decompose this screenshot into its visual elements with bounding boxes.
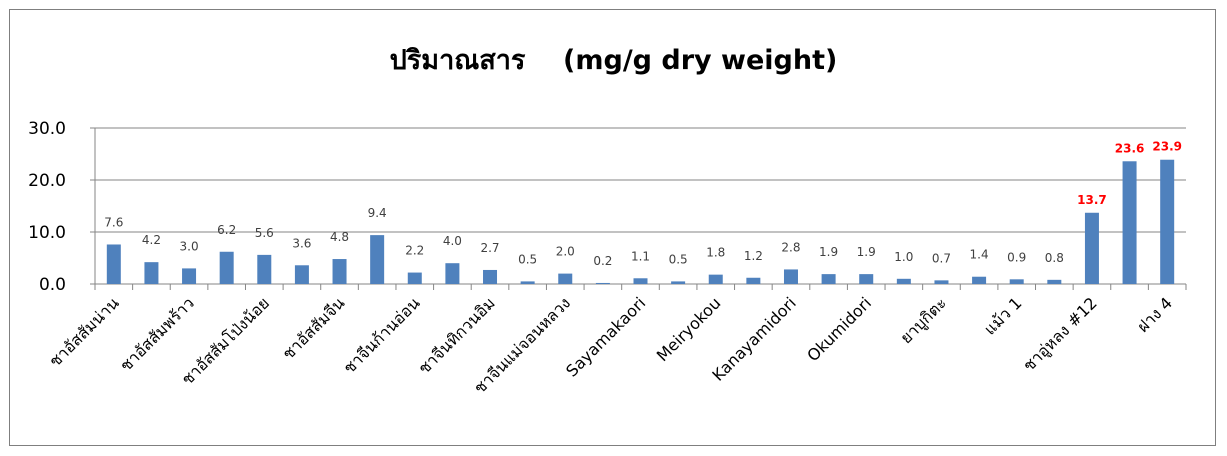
bar <box>370 235 385 284</box>
bar <box>520 281 535 284</box>
data-label: 1.9 <box>819 245 838 259</box>
data-label: 5.6 <box>255 226 274 240</box>
data-label: 1.8 <box>706 246 725 260</box>
data-label: 9.4 <box>368 206 387 220</box>
chart-title: ปริมาณสาร (mg/g dry weight) <box>389 45 838 76</box>
data-label: 23.6 <box>1115 141 1145 155</box>
data-label: 0.2 <box>593 254 612 268</box>
axes <box>90 127 1187 290</box>
bar <box>708 274 723 284</box>
data-label: 2.8 <box>781 240 800 254</box>
gridlines <box>95 127 1186 233</box>
data-label: 13.7 <box>1077 193 1107 207</box>
category-label: แม้ว 1 <box>980 293 1025 338</box>
y-tick-label: 10.0 <box>28 223 66 243</box>
category-label: ยาบูกิตะ <box>896 293 951 348</box>
data-label: 0.5 <box>669 252 688 266</box>
bar <box>144 262 159 284</box>
bar <box>859 274 874 284</box>
y-tick-label: 30.0 <box>28 119 66 139</box>
category-label: Sayamakaori <box>562 293 649 380</box>
bar <box>483 269 498 284</box>
bar <box>783 269 798 284</box>
category-label: ชาอัสสัมจีน <box>278 293 348 363</box>
category-label: ชาอัสสัมน่าน <box>45 293 122 370</box>
bar <box>746 277 761 284</box>
data-label: 4.8 <box>330 230 349 244</box>
bar <box>219 251 234 284</box>
category-label: ชาจีนทิกวนอิม <box>414 293 498 377</box>
data-label: 0.5 <box>518 252 537 266</box>
bar <box>182 268 197 284</box>
data-label: 1.0 <box>894 250 913 264</box>
data-label: 0.9 <box>1007 250 1026 264</box>
category-label: Okumidori <box>803 293 875 365</box>
data-label: 1.2 <box>744 249 763 263</box>
data-label: 0.7 <box>932 251 951 265</box>
data-label: 1.1 <box>631 249 650 263</box>
bar <box>332 259 347 284</box>
category-label: ชาจีนก้านอ่อน <box>340 293 424 377</box>
bar <box>106 244 121 284</box>
bar <box>445 263 460 284</box>
bar <box>896 278 911 284</box>
data-label: 2.2 <box>405 244 424 258</box>
bar <box>671 281 686 284</box>
data-label: 7.6 <box>104 215 123 229</box>
bar <box>257 254 272 284</box>
data-label: 3.0 <box>180 239 199 253</box>
data-labels: 7.6 4.2 3.0 6.2 5.6 3.6 4.8 9.4 2.2 4.0 2.7 0.5 2.0 0… <box>104 140 1182 268</box>
category-label: ชาอัสสัมพร้าว <box>116 293 198 375</box>
category-label: ชาอู่หลง #12 <box>1019 293 1101 375</box>
bar <box>1009 279 1024 284</box>
bar <box>407 272 422 284</box>
bar <box>633 278 648 284</box>
bar <box>1160 159 1175 284</box>
y-tick-label: 0.0 <box>39 275 66 295</box>
data-label: 2.0 <box>556 245 575 259</box>
data-label: 6.2 <box>217 223 236 237</box>
bar <box>821 274 836 284</box>
bars <box>106 159 1175 284</box>
bar <box>1047 279 1062 284</box>
category-label: Meiryokou <box>653 293 725 365</box>
bar <box>1084 212 1099 284</box>
data-label: 0.8 <box>1045 251 1064 265</box>
bar <box>934 280 949 284</box>
bar <box>1122 161 1137 284</box>
bar <box>972 276 987 284</box>
data-label: 4.0 <box>443 234 462 248</box>
category-label: ฝาง 4 <box>1133 293 1176 336</box>
chart-frame <box>9 9 1216 446</box>
data-label: 2.7 <box>480 241 499 255</box>
bar <box>595 282 610 284</box>
data-label: 4.2 <box>142 233 161 247</box>
y-tick-label: 20.0 <box>28 171 66 191</box>
data-label: 3.6 <box>292 236 311 250</box>
bar <box>558 273 573 284</box>
data-label: 23.9 <box>1152 140 1182 154</box>
data-label: 1.4 <box>970 248 989 262</box>
bar <box>294 265 309 284</box>
data-label: 1.9 <box>857 245 876 259</box>
